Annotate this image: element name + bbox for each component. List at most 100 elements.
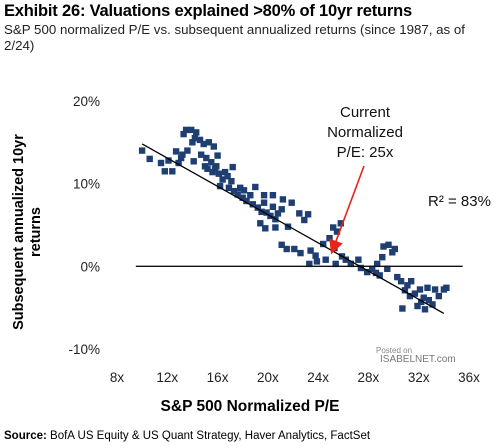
data-point [263, 209, 270, 216]
x-tick-label: 32x [408, 370, 430, 385]
x-tick-label: 12x [156, 370, 178, 385]
data-point [333, 228, 341, 235]
data-point [440, 286, 448, 293]
data-point [274, 210, 282, 217]
watermark-line1: Posted on [376, 346, 413, 355]
data-point [196, 136, 204, 144]
data-point [138, 147, 146, 154]
data-point [291, 245, 298, 253]
data-point [208, 159, 215, 166]
data-point [240, 187, 248, 194]
data-point [219, 176, 226, 183]
data-point [347, 260, 354, 268]
data-point [411, 290, 419, 297]
data-point [372, 269, 380, 277]
regression-trendline [141, 143, 445, 315]
data-point [257, 220, 264, 227]
data-point [229, 163, 236, 171]
data-point [239, 194, 246, 201]
y-tick-label: 10% [73, 177, 100, 192]
data-point [190, 158, 197, 165]
data-point [230, 187, 238, 195]
data-point [307, 247, 314, 254]
data-point [435, 292, 442, 300]
data-point [234, 191, 241, 198]
data-point [198, 151, 205, 158]
data-point [177, 154, 185, 162]
data-point [193, 129, 200, 136]
data-point [216, 182, 224, 190]
data-point [320, 240, 327, 248]
source-note: Source: BofA US Equity & US Quant Strate… [4, 430, 370, 442]
data-point [312, 252, 319, 259]
data-point [420, 294, 427, 301]
data-point [278, 241, 285, 248]
data-point [406, 292, 414, 300]
data-point [189, 139, 196, 146]
x-tick-label: 16x [207, 370, 229, 385]
data-point [301, 216, 308, 224]
source-label: Source: [4, 430, 47, 442]
data-point [269, 203, 277, 210]
data-point [225, 184, 233, 191]
data-point [431, 286, 439, 293]
current-pe-arrow [329, 165, 365, 255]
data-point [254, 204, 261, 211]
data-point [399, 305, 406, 312]
data-point [369, 265, 376, 272]
y-axis-ticks: 20% 10% 0% -10% [68, 94, 100, 357]
x-axis-label: S&P 500 Normalized P/E [160, 398, 340, 415]
data-point [283, 245, 290, 253]
y-tick-label: 0% [80, 259, 100, 274]
data-point [297, 249, 304, 257]
data-point [425, 297, 432, 304]
x-axis-ticks: 8x 12x 16x 20x 24x 28x 32x 36x [110, 370, 480, 385]
data-point [279, 196, 287, 203]
annotation-current: Current [340, 104, 391, 121]
data-point [330, 224, 337, 231]
data-point [376, 272, 383, 279]
scatter-points [138, 126, 450, 313]
data-point [342, 256, 349, 263]
data-point [408, 278, 415, 285]
data-point [418, 298, 425, 306]
data-point [260, 192, 268, 199]
x-tick-label: 24x [307, 370, 329, 385]
data-point [269, 192, 277, 199]
chart-title: Exhibit 26: Valuations explained >80% of… [4, 2, 413, 20]
data-point [237, 184, 244, 191]
data-point [169, 168, 176, 175]
data-point [247, 192, 254, 199]
x-tick-label: 20x [257, 370, 279, 385]
data-point [146, 155, 153, 163]
data-point [357, 264, 365, 272]
x-tick-label: 8x [110, 370, 125, 385]
data-point [165, 157, 172, 164]
r-squared-label: R² = 83% [428, 193, 491, 210]
data-point [380, 243, 387, 250]
data-point [184, 147, 191, 154]
x-tick-label: 36x [458, 370, 480, 385]
data-point [249, 201, 256, 208]
data-point [210, 143, 217, 150]
data-point [172, 148, 180, 155]
data-point [429, 301, 436, 308]
data-point [404, 282, 411, 289]
data-point [337, 220, 344, 227]
data-point [278, 206, 285, 213]
data-point [182, 126, 190, 134]
annotation-normalized: Normalized [327, 124, 403, 141]
data-point [385, 241, 392, 248]
source-text: BofA US Equity & US Quant Strategy, Have… [46, 430, 371, 442]
data-point [224, 173, 231, 180]
data-point [394, 273, 401, 281]
watermark-line2: ISABELNET.com [380, 354, 456, 365]
data-point [284, 223, 292, 230]
data-point [211, 165, 219, 172]
data-point [355, 256, 362, 263]
data-point [272, 224, 279, 231]
data-point [326, 235, 333, 242]
data-point [421, 306, 429, 313]
data-point [296, 210, 303, 217]
